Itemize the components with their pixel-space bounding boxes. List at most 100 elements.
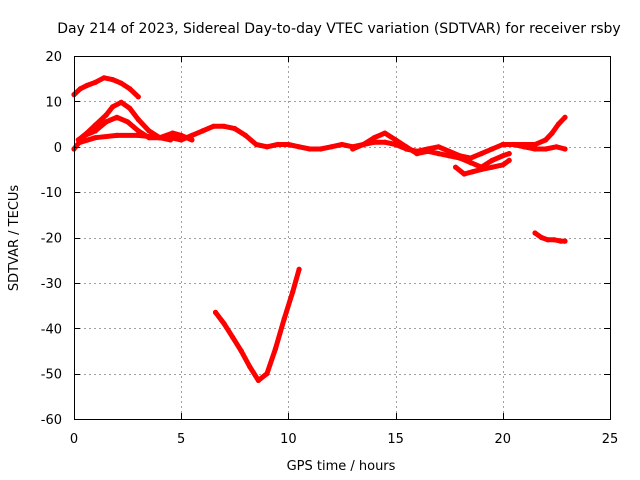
data-point (84, 82, 90, 89)
data-point (543, 137, 549, 143)
data-point (103, 119, 109, 125)
data-point (200, 128, 206, 134)
data-point (296, 144, 302, 150)
data-point (506, 157, 512, 163)
data-point (562, 114, 568, 120)
data-point (478, 166, 484, 172)
y-tick-label: 10 (45, 95, 62, 110)
x-tick-label: 20 (495, 432, 512, 447)
data-point (468, 160, 474, 166)
x-axis-label: GPS time / hours (287, 459, 396, 474)
y-tick-label: -60 (41, 413, 62, 428)
data-point (212, 309, 219, 315)
data-point (146, 128, 152, 134)
data-point (555, 121, 562, 127)
data-point (103, 112, 109, 118)
data-point (489, 146, 495, 152)
data-point (318, 146, 324, 152)
data-point (382, 139, 388, 145)
data-point (414, 151, 420, 157)
data-point (425, 148, 431, 154)
data-point (393, 137, 399, 143)
y-tick-label: -20 (41, 232, 62, 247)
data-point (500, 162, 506, 168)
data-point (114, 132, 120, 138)
data-point (253, 141, 259, 148)
data-point (478, 151, 484, 157)
data-point (470, 169, 476, 175)
x-tick-label: 0 (70, 432, 78, 447)
data-point (489, 157, 495, 163)
data-series (71, 75, 568, 383)
data-point (532, 141, 538, 148)
data-point (296, 266, 302, 272)
data-point (562, 146, 568, 152)
data-point (272, 346, 279, 352)
data-point (551, 237, 557, 243)
data-point (371, 135, 377, 141)
x-tick-label: 25 (602, 432, 619, 447)
data-point (435, 151, 442, 157)
data-point (307, 146, 313, 152)
data-point (230, 334, 236, 340)
data-point (446, 153, 452, 159)
data-point (457, 155, 463, 161)
x-tick-label: 15 (387, 432, 404, 447)
data-point (275, 141, 281, 148)
data-point (350, 146, 356, 152)
data-point (92, 122, 98, 128)
data-point (549, 130, 555, 136)
data-point (110, 104, 116, 110)
data-point (221, 321, 227, 327)
data-point (247, 364, 253, 370)
data-point (281, 316, 287, 322)
data-point (114, 114, 120, 120)
y-tick-label: 20 (45, 50, 62, 65)
data-point (435, 144, 442, 150)
grid (74, 56, 610, 419)
y-tick-label: 0 (54, 141, 62, 156)
x-tick-label: 5 (177, 432, 185, 447)
data-point (500, 153, 506, 159)
data-point (232, 126, 238, 132)
data-point (92, 79, 98, 85)
data-point (506, 151, 512, 157)
data-point (92, 128, 98, 134)
data-point (255, 377, 261, 383)
data-point (221, 123, 227, 129)
data-point (538, 234, 545, 241)
data-point (543, 146, 549, 152)
data-point (339, 141, 345, 148)
data-point (178, 137, 184, 143)
y-tick-label: -10 (41, 186, 62, 201)
data-point (446, 148, 452, 154)
data-point (360, 141, 366, 148)
data-point (290, 289, 296, 295)
data-point (521, 141, 527, 148)
data-point (510, 141, 517, 148)
data-point (135, 132, 141, 138)
data-point (101, 75, 107, 81)
data-point (532, 146, 538, 152)
y-tick-label: -50 (41, 368, 62, 383)
data-point (242, 132, 249, 138)
data-point (118, 80, 124, 86)
data-point (500, 141, 506, 148)
data-point (167, 135, 174, 141)
data-point (92, 135, 98, 141)
data-point (264, 371, 270, 377)
axis-ticks: 0 5 10 15 20 25 -60 -50 -40 -30 -20 -10 0 10 20 (41, 50, 619, 447)
data-point (562, 238, 568, 244)
data-point (127, 105, 133, 111)
series-line-track-secondary-band (350, 130, 512, 170)
data-point (238, 348, 244, 354)
data-point (545, 237, 551, 243)
data-point (77, 139, 83, 145)
data-point (285, 141, 291, 148)
data-point (157, 135, 163, 141)
data-point (328, 144, 334, 150)
chart-title: Day 214 of 2023, Sidereal Day-to-day VTE… (57, 21, 620, 37)
y-tick-label: -30 (41, 277, 62, 292)
y-tick-label: -40 (41, 322, 62, 337)
